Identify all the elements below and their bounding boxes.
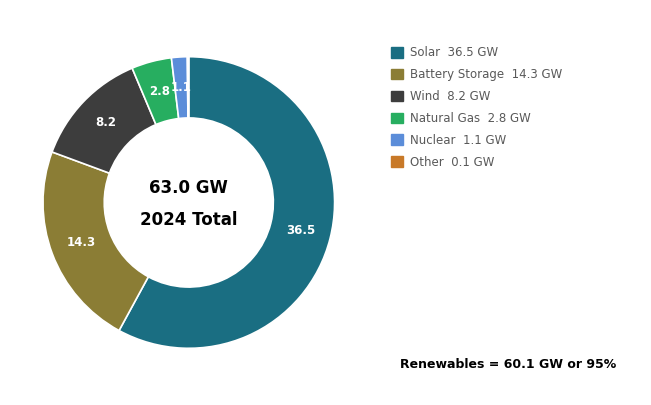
Text: 14.3: 14.3 <box>66 237 96 249</box>
Text: 2.8: 2.8 <box>149 85 170 98</box>
Text: 1.1: 1.1 <box>171 81 192 94</box>
Legend: Solar  36.5 GW, Battery Storage  14.3 GW, Wind  8.2 GW, Natural Gas  2.8 GW, Nuc: Solar 36.5 GW, Battery Storage 14.3 GW, … <box>391 47 562 168</box>
Text: 36.5: 36.5 <box>286 224 315 237</box>
Wedge shape <box>132 58 178 125</box>
Wedge shape <box>52 68 156 173</box>
Wedge shape <box>187 57 189 118</box>
Wedge shape <box>119 57 335 348</box>
Text: 2024 Total: 2024 Total <box>140 211 238 229</box>
Text: 63.0 GW: 63.0 GW <box>149 179 229 197</box>
Wedge shape <box>171 57 188 119</box>
Wedge shape <box>43 152 148 330</box>
Text: Renewables = 60.1 GW or 95%: Renewables = 60.1 GW or 95% <box>400 358 616 371</box>
Text: 8.2: 8.2 <box>95 116 116 130</box>
